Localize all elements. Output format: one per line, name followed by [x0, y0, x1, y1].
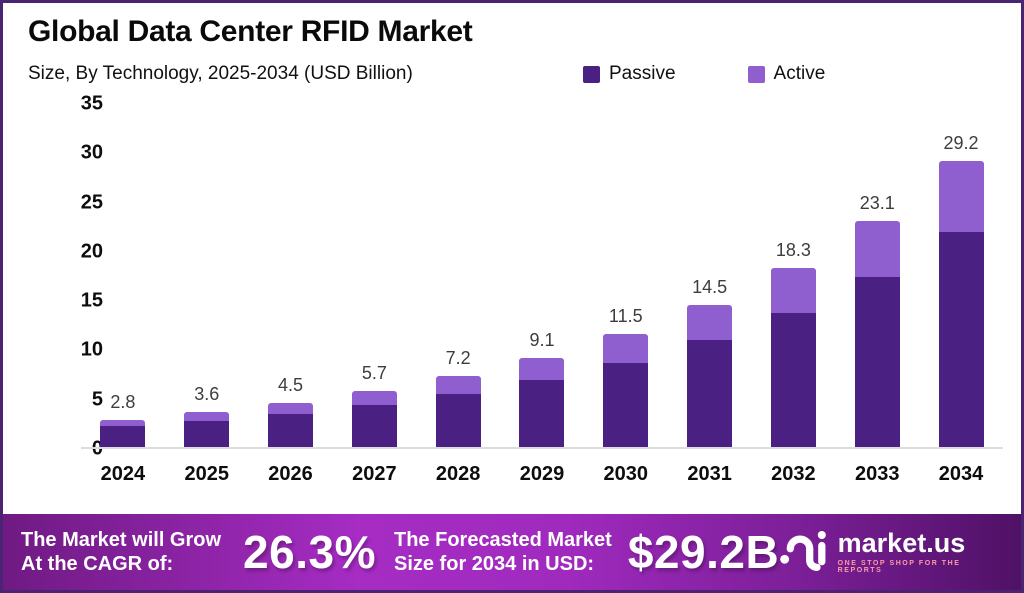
bar-total-2029: 9.1	[529, 329, 555, 350]
legend-item-active: Active	[747, 63, 826, 85]
bar-segment-passive-2032	[770, 312, 816, 447]
logo-name: market.us	[837, 528, 966, 558]
bar-total-2026: 4.5	[278, 374, 304, 395]
forecast-value: $29.2B	[627, 526, 780, 578]
bar-segment-active-2034	[938, 160, 984, 233]
bar-segment-passive-2030	[603, 362, 649, 447]
bar-2032: 18.3	[752, 104, 836, 447]
bar-segment-passive-2031	[687, 340, 733, 447]
bar-segment-passive-2033	[854, 277, 900, 447]
y-tick-30: 30	[80, 141, 103, 164]
bar-segment-passive-2027	[351, 404, 397, 447]
bar-segment-active-2032	[770, 267, 816, 313]
bar-segment-passive-2025	[184, 420, 230, 447]
bottom-banner: The Market will Grow At the CAGR of: 26.…	[3, 514, 1021, 590]
bar-2031: 14.5	[668, 104, 752, 447]
bar-segment-active-2024	[100, 419, 146, 427]
bar-segment-passive-2024	[100, 426, 146, 447]
forecast-caption-line2: Size for 2034 in USD:	[393, 553, 595, 575]
active-swatch-icon	[747, 65, 765, 83]
bar-total-2027: 5.7	[361, 363, 387, 384]
bar-segment-active-2027	[351, 391, 397, 405]
logo-tagline: ONE STOP SHOP FOR THE REPORTS	[837, 560, 961, 574]
y-tick-35: 35	[80, 92, 103, 115]
legend-label-passive: Passive	[609, 63, 676, 84]
bars-row: 2.8 3.6 4.5 5.7 7.2 9.1 11.5 14.5 18.3 23.1 29.2	[81, 104, 1003, 447]
x-label-2027: 2027	[352, 463, 397, 485]
logo-text-block: market.us ONE STOP SHOP FOR THE REPORTS	[837, 528, 997, 575]
chart-subtitle: Size, By Technology, 2025-2034 (USD Bill…	[28, 63, 413, 84]
x-label-2025: 2025	[184, 463, 229, 485]
cagr-value: 26.3%	[243, 526, 376, 578]
bar-segment-active-2025	[184, 411, 230, 421]
legend: Passive Active	[583, 63, 825, 85]
bar-total-2034: 29.2	[943, 132, 979, 153]
x-label-2024: 2024	[100, 463, 146, 485]
bar-segment-active-2026	[268, 402, 314, 414]
marketus-logo: market.us ONE STOP SHOP FOR THE REPORTS	[779, 526, 1003, 578]
bar-2034: 29.2	[919, 104, 1003, 447]
bar-2027: 5.7	[332, 104, 416, 447]
bar-2026: 4.5	[249, 104, 333, 447]
bar-total-2030: 11.5	[608, 306, 643, 327]
x-label-2030: 2030	[603, 463, 649, 485]
y-tick-25: 25	[80, 191, 103, 214]
bar-2029: 9.1	[500, 104, 584, 447]
bar-segment-active-2031	[687, 304, 733, 341]
bar-segment-passive-2034	[938, 232, 984, 447]
bar-segment-active-2030	[603, 334, 649, 363]
forecast-caption: The Forecasted Market Size for 2034 in U…	[394, 528, 612, 577]
marketus-logo-icon	[780, 530, 827, 571]
bar-segment-active-2029	[519, 357, 565, 381]
legend-label-active: Active	[773, 63, 826, 84]
bar-2024: 2.8	[81, 104, 165, 447]
x-axis: 2024 2025 2026 2027 2028 2029 2030 2031 2032 2033…	[81, 463, 1003, 486]
x-label-2026: 2026	[268, 463, 313, 485]
bar-segment-active-2028	[435, 376, 481, 395]
x-label-2032: 2032	[771, 463, 816, 485]
bar-segment-passive-2026	[268, 413, 314, 447]
chart-title: Global Data Center RFID Market	[28, 15, 473, 48]
x-label-2033: 2033	[854, 463, 900, 485]
cagr-caption-line2: At the CAGR of:	[21, 553, 174, 575]
bar-total-2032: 18.3	[775, 239, 811, 260]
bar-2028: 7.2	[416, 104, 500, 447]
legend-item-passive: Passive	[583, 63, 676, 85]
x-label-2031: 2031	[687, 463, 732, 485]
cagr-caption-line1: The Market will Grow	[21, 528, 222, 551]
y-tick-20: 20	[80, 240, 103, 263]
cagr-caption: The Market will Grow At the CAGR of:	[21, 528, 221, 577]
y-tick-15: 15	[80, 289, 103, 312]
bar-total-2031: 14.5	[692, 276, 728, 297]
bar-total-2025: 3.6	[194, 383, 220, 404]
bar-total-2024: 2.8	[110, 391, 136, 412]
bar-segment-active-2033	[854, 220, 900, 278]
bar-segment-passive-2028	[435, 394, 481, 447]
passive-swatch-icon	[583, 65, 600, 83]
y-tick-5: 5	[91, 388, 103, 411]
bar-segment-passive-2029	[519, 380, 565, 447]
x-label-2029: 2029	[519, 463, 565, 485]
x-label-2028: 2028	[435, 463, 481, 485]
forecast-caption-line1: The Forecasted Market	[393, 528, 612, 551]
x-label-2034: 2034	[938, 463, 984, 485]
y-tick-10: 10	[80, 338, 103, 361]
bar-total-2028: 7.2	[445, 348, 471, 369]
bar-2033: 23.1	[835, 104, 919, 447]
bar-2025: 3.6	[165, 104, 249, 447]
bar-2030: 11.5	[584, 104, 668, 447]
bar-total-2033: 23.1	[859, 192, 895, 213]
plot-area: 2.8 3.6 4.5 5.7 7.2 9.1 11.5 14.5 18.3 23.1 29.2	[81, 104, 1003, 449]
y-axis: 0 5 10 15 20 25 30 35	[33, 93, 103, 460]
